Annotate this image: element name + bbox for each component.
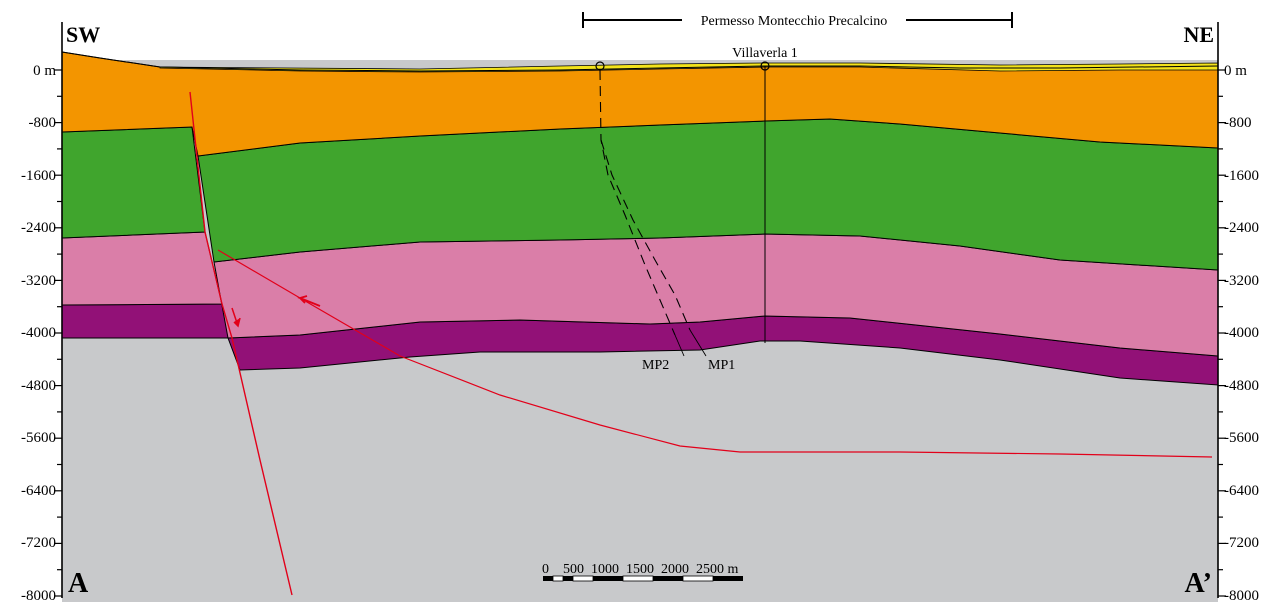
right-axis-label-4: -3200 [1224,273,1259,289]
villaverla-well-head-icon [760,61,770,71]
mp2-leader [674,334,685,357]
fault-arrow-down [231,307,241,328]
main-fault [189,91,293,596]
left-axis-label-3: -2400 [21,220,56,236]
right-axis-label-8: -6400 [1224,483,1259,499]
right-axis-label-1: -800 [1224,115,1252,131]
left-axis-label-9: -7200 [21,535,56,551]
right-axis-label-6: -4800 [1224,378,1259,394]
left-axis-label-7: -5600 [21,430,56,446]
topography-line [61,51,1219,72]
mp1-well-path [600,139,691,331]
villaverla-well-label: Villaverla 1 [732,46,798,61]
left-axis-label-4: -3200 [21,273,56,289]
axis-ticks [54,69,1226,597]
corner-label-a-prime: A’ [1185,568,1212,599]
right-axis-label-2: -1600 [1224,168,1259,184]
right-axis-label-9: -7200 [1224,535,1259,551]
left-axis-label-0: 0 m [33,63,56,79]
right-axis-label-10: -8000 [1224,588,1259,602]
right-axis-label-0: 0 m [1224,63,1247,79]
scale-bar-label: 0 500 1000 1500 2000 2500 m [542,562,739,577]
permit-title: Permesso Montecchio Precalcino [701,14,888,29]
corner-label-ne: NE [1183,22,1214,47]
purple-unit [61,303,233,339]
corner-label-sw: SW [66,22,100,47]
scale-bar [543,575,743,582]
corner-label-a: A [68,568,89,599]
mp2-label: MP2 [642,358,669,373]
right-axis-label-3: -2400 [1224,220,1259,236]
left-axis-label-10: -8000 [21,588,56,602]
mp1-leader [689,329,707,357]
thrust-fault [217,249,1213,458]
left-axis-label-8: -6400 [21,483,56,499]
left-axis-label-6: -4800 [21,378,56,394]
mp1-label: MP1 [708,358,735,373]
left-axis-label-1: -800 [29,115,57,131]
left-axis-label-5: -4000 [21,325,56,341]
left-axis-label-2: -1600 [21,168,56,184]
green-unit-west [61,126,206,239]
right-axis-label-7: -5600 [1224,430,1259,446]
pink-unit-west [61,231,223,306]
fault-arrow-up [297,295,321,307]
right-axis-label-5: -4000 [1224,325,1259,341]
